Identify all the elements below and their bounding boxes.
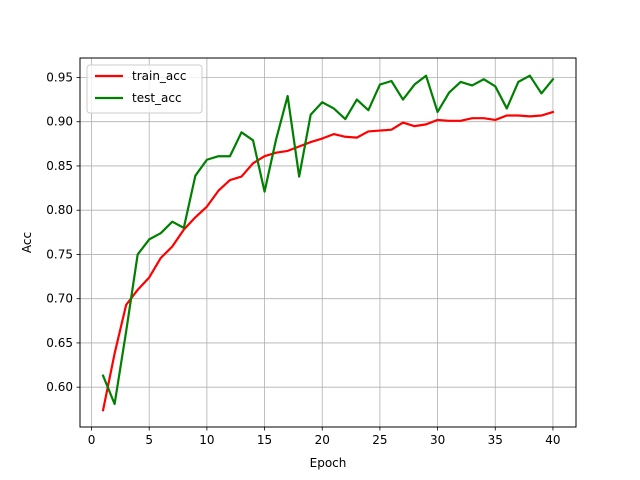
y-tick-label: 0.85 xyxy=(46,159,73,173)
legend: train_acc test_acc xyxy=(86,64,203,114)
y-tick-label: 0.60 xyxy=(46,380,73,394)
x-axis-label: Epoch xyxy=(310,456,347,470)
x-tick-label: 35 xyxy=(488,433,503,447)
x-tick-label: 5 xyxy=(145,433,153,447)
y-tick-label: 0.95 xyxy=(46,70,73,84)
x-tick-label: 20 xyxy=(315,433,330,447)
x-tick-label: 25 xyxy=(372,433,387,447)
y-tick-label: 0.70 xyxy=(46,292,73,306)
series-line-test-acc xyxy=(101,74,555,406)
ticks: 0 5 10 15 20 25 30 35 40 0.60 0.65 0.70 0.75 0.80 0.85… xyxy=(46,70,560,447)
legend-label-train-acc: train_acc xyxy=(132,69,186,83)
series-line-train-acc xyxy=(101,110,555,412)
x-tick-label: 40 xyxy=(545,433,560,447)
y-tick-label: 0.65 xyxy=(46,336,73,350)
plot-area-frame xyxy=(79,57,577,428)
y-tick-label: 0.75 xyxy=(46,247,73,261)
x-tick-label: 15 xyxy=(257,433,272,447)
legend-label-test-acc: test_acc xyxy=(132,91,182,105)
x-tick-label: 30 xyxy=(430,433,445,447)
y-tick-label: 0.90 xyxy=(46,115,73,129)
series-layer xyxy=(101,74,555,412)
x-tick-label: 0 xyxy=(88,433,96,447)
y-axis-label: Acc xyxy=(20,232,34,253)
y-tick-label: 0.80 xyxy=(46,203,73,217)
x-tick-label: 10 xyxy=(199,433,214,447)
